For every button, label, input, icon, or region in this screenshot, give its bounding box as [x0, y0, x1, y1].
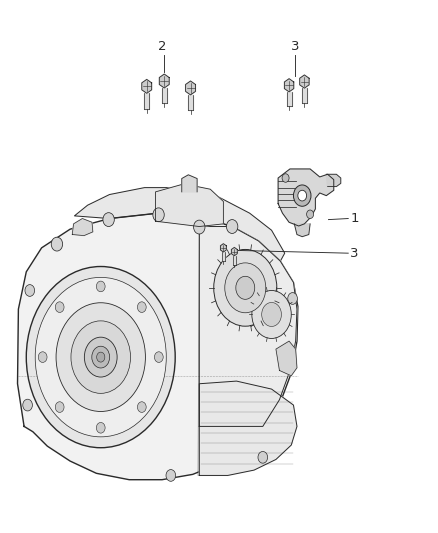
Circle shape — [55, 302, 64, 312]
Polygon shape — [300, 75, 309, 88]
Circle shape — [35, 277, 166, 437]
Circle shape — [226, 220, 238, 233]
Polygon shape — [233, 256, 236, 265]
Polygon shape — [286, 92, 292, 107]
Polygon shape — [186, 81, 195, 95]
Circle shape — [293, 185, 311, 206]
Circle shape — [194, 220, 205, 234]
Circle shape — [166, 470, 176, 481]
Circle shape — [258, 451, 268, 463]
Circle shape — [38, 352, 47, 362]
Circle shape — [23, 399, 32, 411]
Polygon shape — [326, 174, 341, 187]
Polygon shape — [142, 79, 152, 93]
Polygon shape — [72, 219, 93, 236]
Polygon shape — [199, 381, 297, 475]
Circle shape — [55, 402, 64, 413]
Polygon shape — [276, 341, 297, 376]
Circle shape — [85, 337, 117, 377]
Circle shape — [96, 281, 105, 292]
Polygon shape — [159, 74, 169, 88]
Circle shape — [51, 237, 63, 251]
Circle shape — [26, 266, 175, 448]
Polygon shape — [278, 169, 334, 226]
Polygon shape — [284, 79, 294, 92]
Circle shape — [288, 293, 297, 304]
Circle shape — [103, 213, 114, 227]
Text: 1: 1 — [350, 212, 359, 225]
Circle shape — [56, 303, 145, 411]
Polygon shape — [188, 95, 193, 110]
Circle shape — [225, 263, 266, 313]
Text: 2: 2 — [158, 41, 166, 53]
Circle shape — [138, 402, 146, 413]
Circle shape — [153, 208, 164, 222]
Circle shape — [214, 249, 277, 326]
Circle shape — [92, 346, 110, 368]
Circle shape — [71, 321, 131, 393]
Circle shape — [25, 285, 35, 296]
Circle shape — [307, 210, 314, 219]
Polygon shape — [155, 184, 223, 227]
Circle shape — [138, 302, 146, 312]
Polygon shape — [199, 227, 297, 426]
Circle shape — [252, 290, 291, 338]
Polygon shape — [18, 213, 298, 480]
Circle shape — [96, 423, 105, 433]
Polygon shape — [231, 247, 237, 256]
Polygon shape — [302, 88, 307, 103]
Text: 3: 3 — [290, 41, 299, 53]
Circle shape — [261, 303, 281, 326]
Polygon shape — [162, 88, 167, 103]
Polygon shape — [144, 93, 149, 109]
Polygon shape — [294, 224, 310, 237]
Circle shape — [97, 352, 105, 362]
Text: 3: 3 — [350, 247, 359, 260]
Polygon shape — [220, 244, 226, 252]
Circle shape — [282, 174, 289, 182]
Polygon shape — [74, 188, 285, 261]
Circle shape — [236, 276, 255, 300]
Circle shape — [155, 352, 163, 362]
Polygon shape — [182, 175, 197, 192]
Polygon shape — [222, 252, 225, 261]
Circle shape — [298, 190, 307, 201]
